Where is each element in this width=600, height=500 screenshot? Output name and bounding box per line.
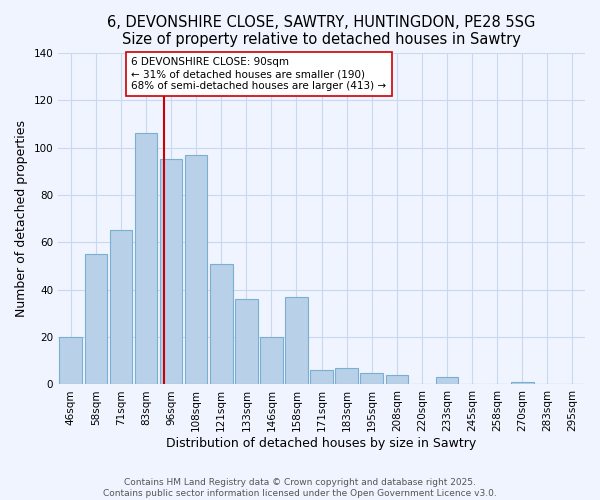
Title: 6, DEVONSHIRE CLOSE, SAWTRY, HUNTINGDON, PE28 5SG
Size of property relative to d: 6, DEVONSHIRE CLOSE, SAWTRY, HUNTINGDON,…	[107, 15, 536, 48]
Bar	[285, 297, 308, 384]
Bar	[511, 382, 533, 384]
Bar	[110, 230, 132, 384]
Bar	[310, 370, 333, 384]
Bar	[436, 378, 458, 384]
Bar	[85, 254, 107, 384]
X-axis label: Distribution of detached houses by size in Sawtry: Distribution of detached houses by size …	[166, 437, 477, 450]
Bar	[386, 375, 408, 384]
Bar	[134, 134, 157, 384]
Bar	[185, 154, 208, 384]
Text: 6 DEVONSHIRE CLOSE: 90sqm
← 31% of detached houses are smaller (190)
68% of semi: 6 DEVONSHIRE CLOSE: 90sqm ← 31% of detac…	[131, 58, 386, 90]
Bar	[260, 337, 283, 384]
Bar	[160, 160, 182, 384]
Text: Contains HM Land Registry data © Crown copyright and database right 2025.
Contai: Contains HM Land Registry data © Crown c…	[103, 478, 497, 498]
Bar	[235, 299, 257, 384]
Bar	[59, 337, 82, 384]
Y-axis label: Number of detached properties: Number of detached properties	[15, 120, 28, 317]
Bar	[361, 372, 383, 384]
Bar	[335, 368, 358, 384]
Bar	[210, 264, 233, 384]
